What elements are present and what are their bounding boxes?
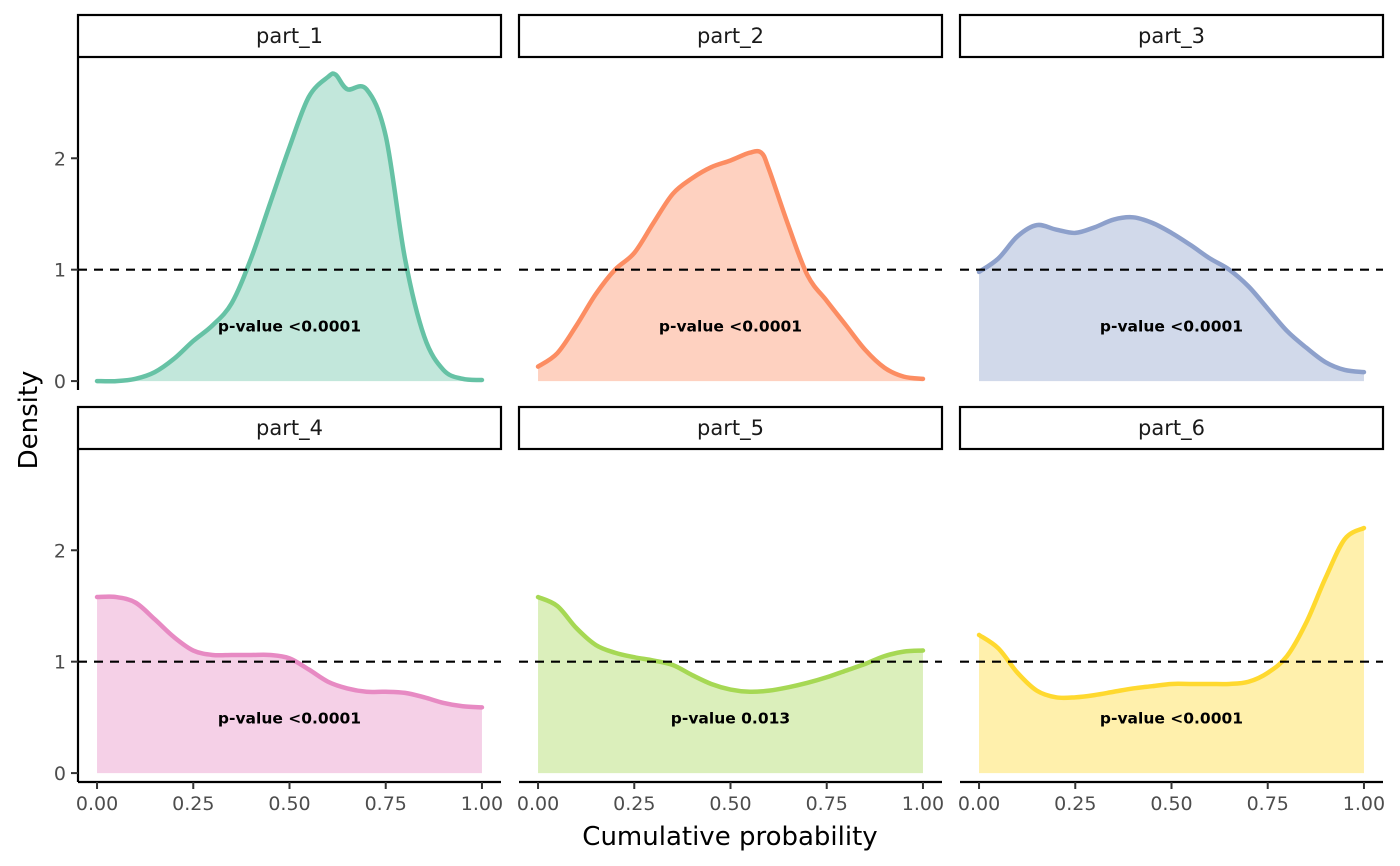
density-line (94, 71, 485, 384)
x-tick-label: 0.00 (517, 793, 559, 815)
p-value-annotation: p-value 0.013 (671, 709, 790, 727)
x-tick-label: 0.75 (806, 793, 848, 815)
density-area (979, 217, 1364, 382)
x-tick-label: 1.00 (902, 793, 944, 815)
x-tick-label: 0.75 (1247, 793, 1289, 815)
facet-strip-label: part_1 (256, 24, 323, 49)
x-axis-title: Cumulative probability (582, 822, 877, 852)
facet-part_4: part_4 p-value <0.0001 0 1 2 0.00 0.25 0.50 0.75… (54, 405, 503, 815)
x-tick-label: 0.00 (76, 793, 118, 815)
facet-strip-label: part_6 (1138, 416, 1205, 441)
x-tick-label: 0.00 (958, 793, 1000, 815)
facet-part_5: part_5 p-value 0.013 0.00 0.25 0.50 0.75 1.00 (517, 405, 944, 815)
facet-part_2: part_2 p-value <0.0001 (517, 13, 944, 382)
density-line (976, 214, 1367, 375)
density-area (97, 73, 482, 382)
p-value-annotation: p-value <0.0001 (218, 709, 361, 727)
density-area (538, 597, 923, 774)
density-line (535, 148, 926, 382)
facet-part_3: part_3 p-value <0.0001 (958, 13, 1385, 382)
density-line (94, 594, 485, 710)
y-tick-label: 0 (54, 371, 66, 393)
facet-strip (76, 405, 503, 451)
facet-strip (958, 405, 1385, 451)
x-tick-label: 0.25 (613, 793, 655, 815)
facet-part_6: part_6 p-value <0.0001 0.00 0.25 0.50 0.75 1.0… (958, 405, 1385, 815)
density-area (538, 151, 923, 382)
y-tick-label: 2 (54, 148, 66, 170)
x-tick-label: 0.50 (268, 793, 310, 815)
facet-strip-label: part_2 (697, 24, 764, 49)
x-tick-label: 0.50 (709, 793, 751, 815)
facet-strip (517, 405, 944, 451)
density-line (535, 594, 926, 695)
facet-strip (517, 13, 944, 59)
p-value-annotation: p-value <0.0001 (1100, 709, 1243, 727)
facets-layer: part_1 p-value <0.0001 0 1 2 part_2 p-value <0… (54, 13, 1385, 815)
x-tick-label: 1.00 (461, 793, 503, 815)
facet-strip-label: part_3 (1138, 24, 1205, 49)
y-tick-label: 2 (54, 540, 66, 562)
y-tick-label: 0 (54, 763, 66, 785)
y-tick-label: 1 (54, 260, 66, 282)
facet-strip (76, 13, 503, 59)
p-value-annotation: p-value <0.0001 (218, 317, 361, 335)
x-tick-label: 1.00 (1343, 793, 1385, 815)
x-tick-label: 0.50 (1150, 793, 1192, 815)
density-line (976, 525, 1367, 701)
facet-part_1: part_1 p-value <0.0001 0 1 2 (54, 13, 503, 393)
y-tick-label: 1 (54, 652, 66, 674)
facet-strip (958, 13, 1385, 59)
x-tick-label: 0.25 (1054, 793, 1096, 815)
p-value-annotation: p-value <0.0001 (1100, 317, 1243, 335)
p-value-annotation: p-value <0.0001 (659, 317, 802, 335)
facet-strip-label: part_4 (256, 416, 323, 441)
y-axis-title: Density (14, 371, 44, 470)
density-area (97, 596, 482, 774)
x-tick-label: 0.75 (365, 793, 407, 815)
facet-strip-label: part_5 (697, 416, 764, 441)
density-area (979, 527, 1364, 774)
x-tick-label: 0.25 (172, 793, 214, 815)
